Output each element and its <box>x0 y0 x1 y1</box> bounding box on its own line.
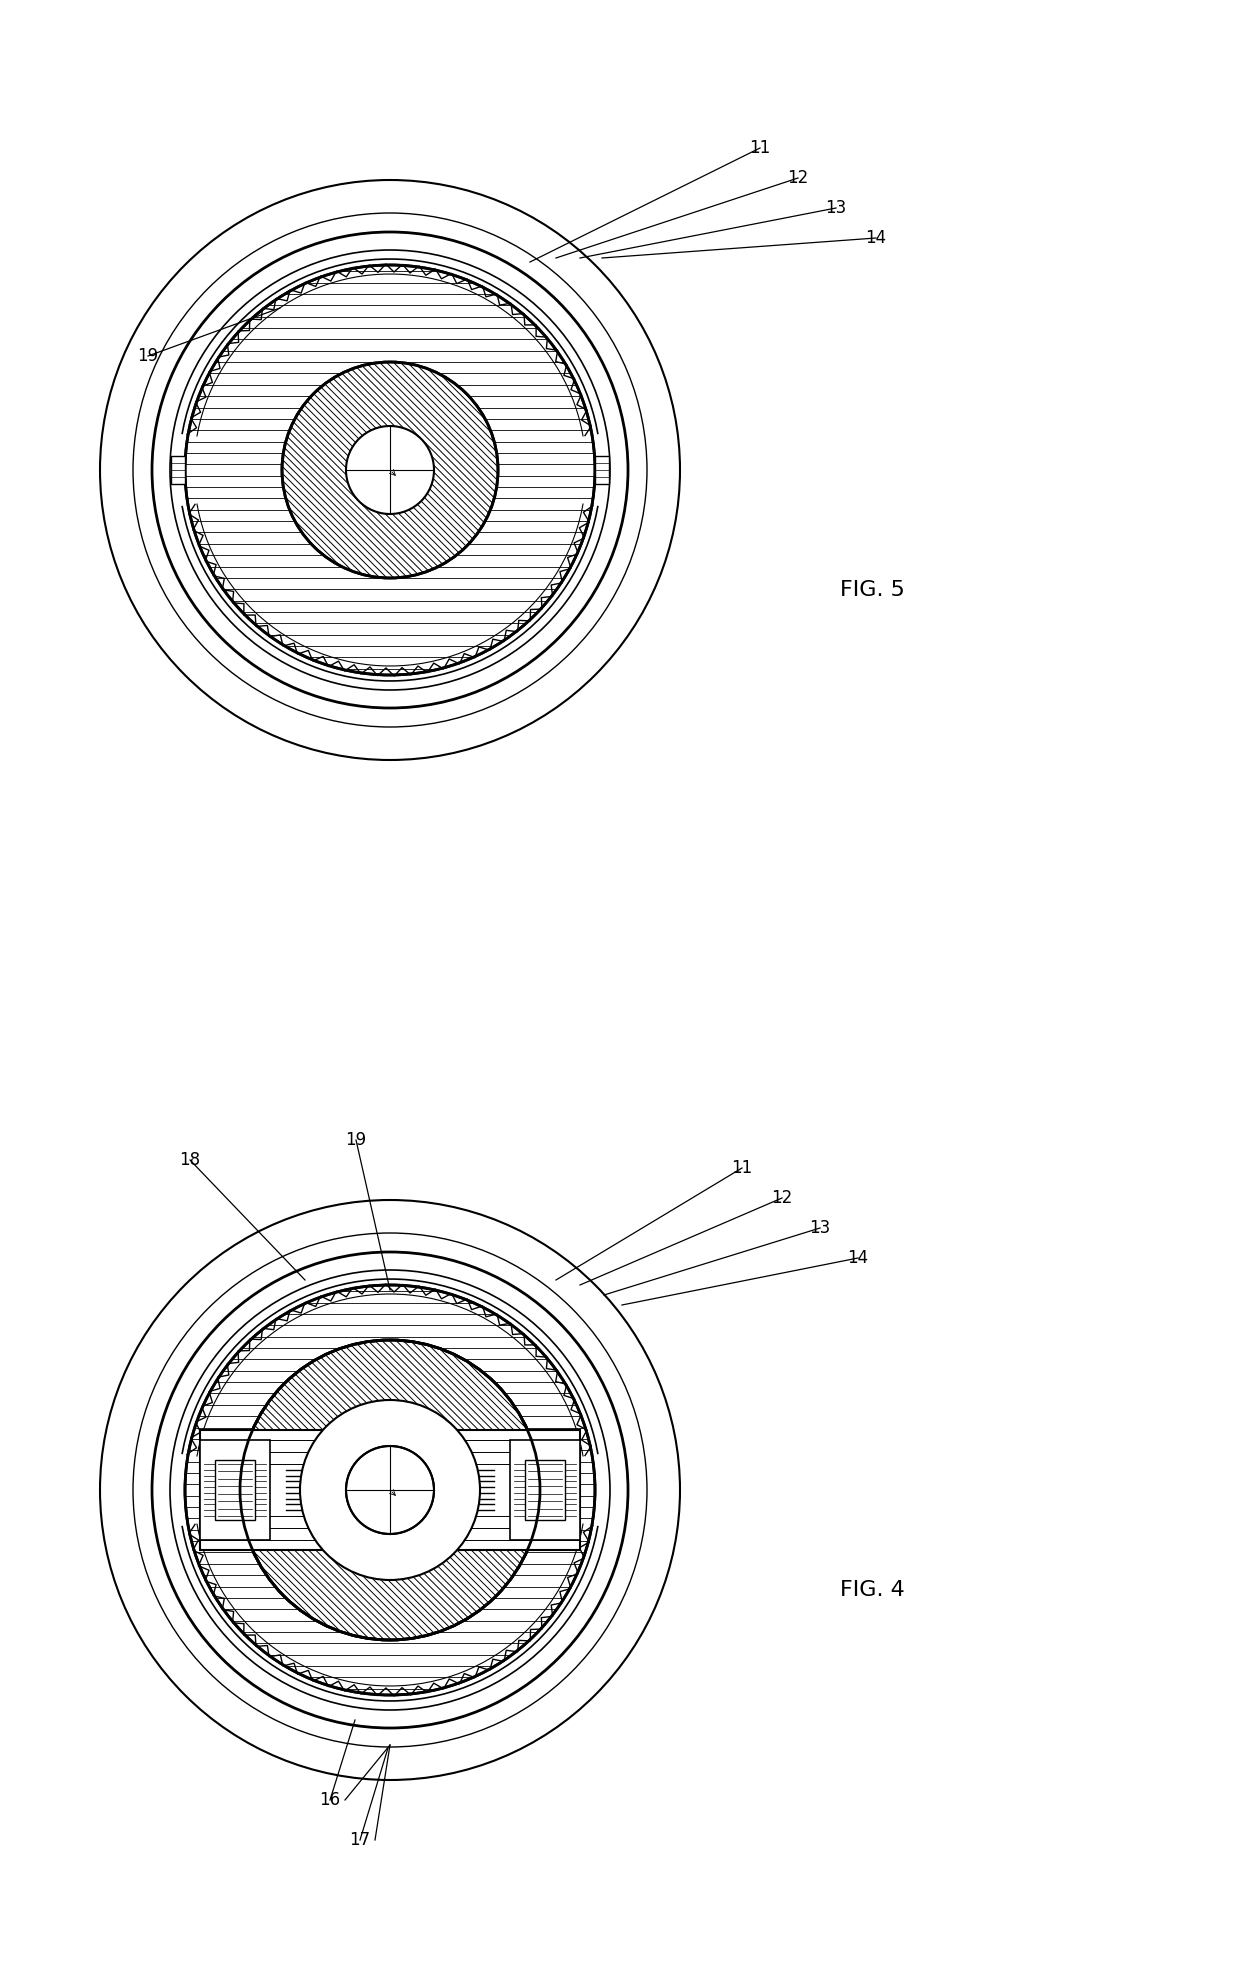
Circle shape <box>300 1399 480 1581</box>
Text: 12: 12 <box>787 170 808 187</box>
Text: 11: 11 <box>732 1159 753 1177</box>
Bar <box>510 1441 580 1539</box>
Bar <box>200 1441 270 1539</box>
Bar <box>595 455 609 485</box>
Circle shape <box>185 1285 595 1695</box>
Circle shape <box>153 1252 627 1729</box>
Circle shape <box>346 1447 434 1533</box>
Bar <box>200 1431 580 1549</box>
Text: 12: 12 <box>771 1189 792 1206</box>
Text: 17: 17 <box>350 1831 371 1849</box>
Text: 14: 14 <box>866 229 887 246</box>
Text: 18: 18 <box>180 1151 201 1169</box>
Text: 16: 16 <box>320 1792 341 1809</box>
Text: 19: 19 <box>346 1131 367 1149</box>
Circle shape <box>346 426 434 514</box>
Circle shape <box>281 363 498 578</box>
Bar <box>171 455 185 485</box>
Text: 13: 13 <box>810 1218 831 1238</box>
Circle shape <box>170 1269 610 1711</box>
Text: 13: 13 <box>826 199 847 217</box>
Circle shape <box>100 179 680 761</box>
Circle shape <box>185 264 595 674</box>
Bar <box>525 1461 565 1520</box>
Text: 14: 14 <box>847 1250 868 1267</box>
Bar <box>215 1461 255 1520</box>
Text: 19: 19 <box>138 347 159 365</box>
Text: FIG. 5: FIG. 5 <box>839 579 905 599</box>
Circle shape <box>170 250 610 690</box>
Circle shape <box>133 1234 647 1746</box>
Circle shape <box>153 233 627 708</box>
Circle shape <box>133 213 647 727</box>
Circle shape <box>241 1340 539 1640</box>
Text: FIG. 4: FIG. 4 <box>839 1581 905 1600</box>
Text: 11: 11 <box>749 140 770 158</box>
Circle shape <box>100 1200 680 1780</box>
